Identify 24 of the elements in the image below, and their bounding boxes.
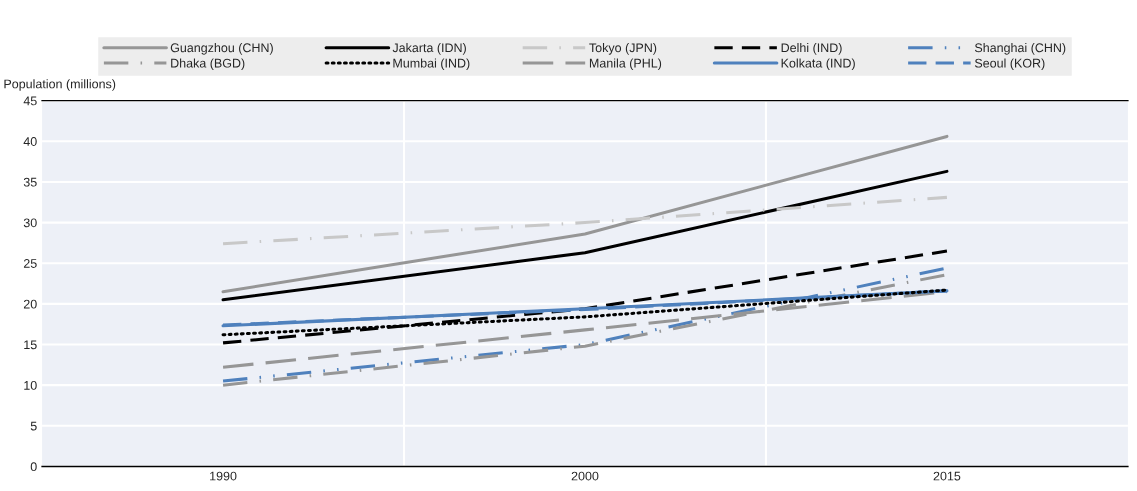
- y-tick-label: 15: [24, 340, 37, 350]
- y-tick-label: 20: [23, 299, 37, 309]
- y-tick-label: 25: [23, 259, 37, 268]
- legend-label: Guangzhou (CHN): [170, 42, 273, 55]
- x-tick-label: 1990: [210, 471, 237, 481]
- legend-label: Delhi (IND): [781, 42, 842, 55]
- legend-label: Dhaka (BGD): [171, 58, 245, 71]
- legend-label: Mumbai (IND): [393, 58, 470, 71]
- y-tick-label: 30: [23, 218, 37, 228]
- y-tick-label: 10: [24, 380, 37, 390]
- x-tick-label: 2015: [933, 471, 961, 481]
- y-tick-label: 0: [30, 462, 37, 472]
- y-tick-label: 5: [30, 421, 37, 431]
- legend-label: Seoul (KOR): [974, 58, 1045, 71]
- legend-label: Shanghai (CHN): [974, 42, 1066, 55]
- legend-label: Jakarta (IDN): [392, 42, 466, 55]
- x-tick-label: 2000: [571, 471, 599, 481]
- legend-label: Kolkata (IND): [781, 58, 855, 71]
- legend-label: Manila (PHL): [589, 58, 662, 71]
- y-axis-title: Population (millions): [4, 79, 116, 91]
- legend-label: Tokyo (JPN): [589, 42, 657, 55]
- y-tick-label: 40: [23, 137, 37, 146]
- y-tick-label: 35: [23, 177, 37, 187]
- y-tick-label: 45: [23, 96, 37, 106]
